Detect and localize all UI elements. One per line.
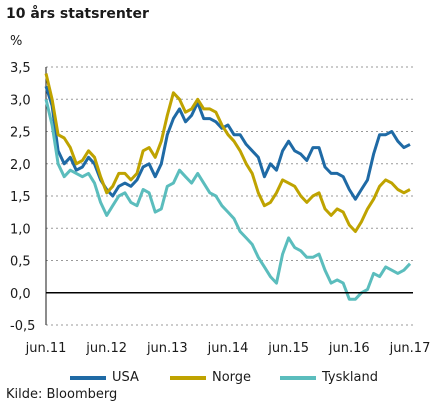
y-tick-label: 2,5: [10, 126, 31, 141]
legend-item-usa: USA: [70, 370, 139, 385]
source-note: Kilde: Bloomberg: [6, 387, 118, 402]
legend-swatch-tyskland: [280, 375, 316, 380]
x-tick-label: jun.14: [207, 341, 249, 356]
y-tick-label: 0,0: [10, 287, 31, 302]
series-line-usa: [44, 85, 411, 201]
legend-label-norge: Norge: [212, 370, 252, 385]
y-tick-label: 3,0: [10, 93, 31, 108]
x-tick-label: jun.17: [389, 341, 431, 356]
x-tick-label: jun.13: [146, 341, 188, 356]
y-tick-label: 1,5: [10, 190, 31, 205]
x-tick-label: jun.16: [328, 341, 370, 356]
x-tick-label: jun.15: [267, 341, 309, 356]
x-tick-label: jun.11: [25, 341, 67, 356]
series-line-norge: [44, 73, 411, 233]
legend-swatch-norge: [170, 375, 206, 380]
y-tick-label: 2,0: [10, 158, 31, 173]
y-tick-label: 0,5: [10, 255, 31, 270]
y-tick-label: 3,5: [10, 61, 31, 76]
legend-label-usa: USA: [112, 370, 139, 385]
y-axis-unit-label: %: [10, 34, 23, 49]
legend-item-norge: Norge: [170, 370, 251, 385]
y-tick-label: 1,0: [10, 222, 31, 237]
legend-label-tyskland: Tyskland: [322, 370, 378, 385]
legend-swatch-usa: [70, 375, 106, 380]
chart-title: 10 års statsrenter: [6, 6, 149, 22]
x-tick-label: jun.12: [85, 341, 127, 356]
series-line-tyskland: [44, 98, 412, 301]
chart-legend: USA Norge Tyskland: [0, 370, 443, 390]
legend-item-tyskland: Tyskland: [280, 370, 378, 385]
y-tick-label: -0,5: [10, 319, 35, 334]
